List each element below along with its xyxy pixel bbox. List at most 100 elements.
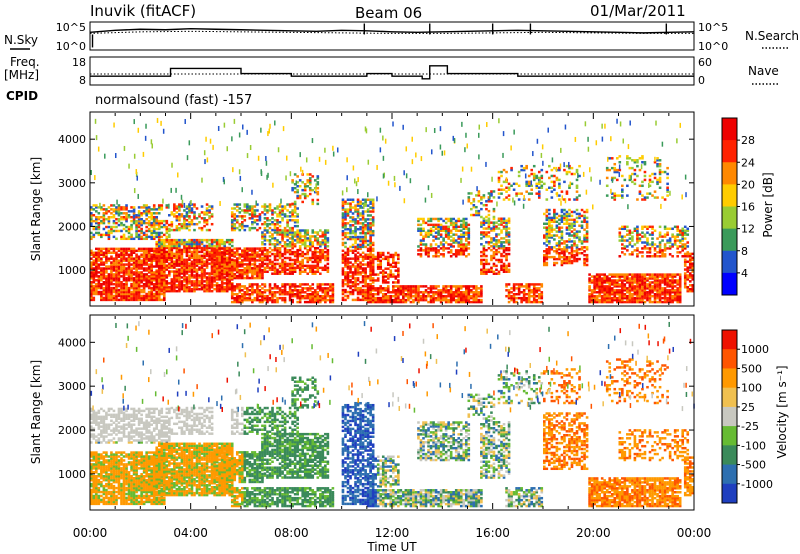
power-cell (507, 233, 511, 236)
power-cell (457, 217, 461, 221)
power-cell (580, 220, 584, 224)
power-cell (291, 245, 294, 248)
power-cell (303, 239, 307, 242)
power-cell (135, 261, 138, 264)
power-cell (210, 249, 214, 252)
power-cell (251, 213, 254, 216)
power-cell (565, 228, 569, 231)
power-cell (535, 283, 539, 286)
power-cell (437, 217, 440, 221)
power-cell (457, 237, 461, 240)
power-cell (165, 276, 169, 279)
power-cell (258, 265, 262, 268)
power-cell (492, 225, 496, 228)
power-cell (155, 292, 159, 296)
power-cell (321, 289, 325, 292)
power-cell (313, 300, 317, 304)
power-cell (364, 288, 367, 292)
power-cell (324, 237, 327, 240)
power-cell (135, 294, 138, 298)
power-cell (105, 298, 108, 302)
power-cell (313, 248, 317, 252)
power-cell (464, 223, 468, 227)
power-cell (178, 217, 181, 220)
power-cell (190, 211, 194, 214)
power-cell (145, 273, 148, 276)
power-cell (130, 237, 133, 241)
power-cell (228, 269, 232, 272)
power-cell (205, 246, 209, 250)
power-cell (97, 263, 101, 266)
power-cell (281, 266, 284, 270)
power-cell (429, 229, 433, 232)
power-cell (349, 249, 352, 253)
power-cell (402, 300, 405, 304)
power-cell (394, 296, 398, 300)
power-cell (208, 246, 211, 250)
power-cell (147, 279, 151, 282)
power-cell (296, 293, 299, 296)
power-cell (464, 243, 468, 246)
power-cell (472, 293, 476, 296)
power-cell (228, 251, 232, 254)
power-cell (553, 220, 556, 224)
power-cell (130, 294, 133, 298)
power-cell (220, 284, 224, 287)
power-cell (379, 298, 383, 302)
power-cell (130, 259, 133, 262)
power-cell (135, 229, 138, 233)
power-cell (293, 243, 297, 246)
power-cell (298, 268, 302, 272)
power-cell (308, 289, 312, 292)
power-cell (379, 271, 383, 274)
power-cell (130, 275, 133, 278)
power-cell (102, 271, 106, 274)
power-cell (349, 206, 352, 209)
power-cell (178, 226, 181, 230)
power-cell (402, 291, 405, 294)
power-cell (208, 252, 211, 256)
power-cell (550, 236, 554, 239)
power-cell (115, 298, 118, 302)
power-cell (578, 212, 581, 216)
power-cell (419, 233, 423, 236)
power-cell (341, 281, 345, 284)
power-cell (321, 283, 325, 286)
power-cell (356, 296, 360, 300)
power-cell (369, 287, 372, 290)
power-cell (145, 255, 148, 258)
nsky-spikes (91, 23, 668, 48)
power-cell (92, 286, 96, 290)
power-cell (485, 268, 488, 272)
power-cell (324, 289, 327, 292)
power-cell (155, 250, 159, 254)
power-cell (316, 298, 320, 302)
power-cell (545, 240, 549, 243)
power-cell (162, 225, 166, 229)
power-cell (140, 231, 143, 235)
power-cell (251, 247, 254, 250)
power-cell (379, 287, 383, 290)
power-cell (507, 291, 511, 294)
power-cell (308, 258, 312, 262)
power-cell (500, 237, 503, 240)
power-cell (185, 242, 189, 246)
power-cell (621, 300, 624, 304)
power-cell (261, 296, 264, 300)
power-cell (230, 222, 234, 226)
power-cell (583, 259, 586, 263)
power-cell (235, 221, 239, 224)
power-cell (168, 256, 171, 260)
power-cell (218, 270, 221, 274)
power-cell (346, 237, 350, 241)
power-cell (205, 213, 209, 216)
power-cell (178, 287, 181, 291)
power-cell (399, 287, 403, 290)
power-cell (462, 253, 466, 256)
power-cell (175, 270, 179, 273)
power-cell (261, 293, 264, 296)
power-cell (573, 218, 576, 222)
power-cell (241, 298, 244, 302)
power-cell (283, 231, 287, 234)
power-cell (218, 240, 221, 244)
